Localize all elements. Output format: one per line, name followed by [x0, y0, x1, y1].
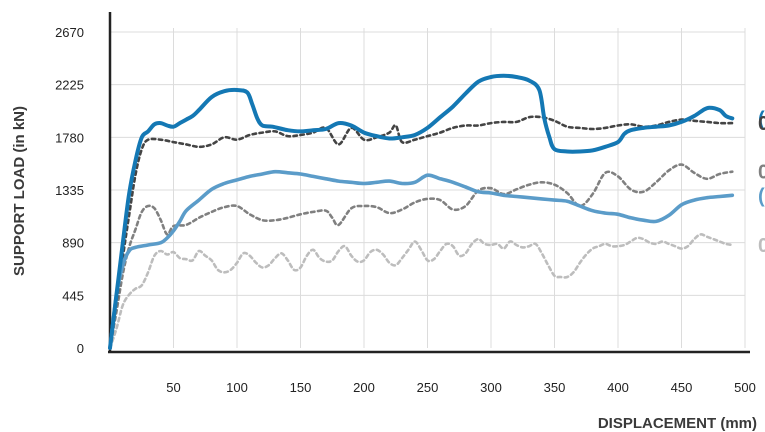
- x-tick-label: 200: [353, 380, 375, 395]
- x-tick-label: 500: [734, 380, 756, 395]
- y-tick-label: 1335: [55, 183, 84, 198]
- x-tick-label: 300: [480, 380, 502, 395]
- series-lines: [108, 73, 735, 350]
- y-tick-label: 2225: [55, 78, 84, 93]
- y-tick-labels: 0 445 890 1335 1780 2225 2670: [55, 25, 84, 356]
- x-tick-label: 100: [226, 380, 248, 395]
- x-tick-labels: 50 100 150 200 250 300 350 400 450 500: [166, 380, 756, 395]
- grid-lines: [110, 28, 746, 348]
- y-tick-label: 445: [62, 288, 84, 303]
- x-axis-title: DISPLACEMENT (mm): [598, 415, 757, 432]
- legend-marker-3: (: [758, 185, 765, 207]
- legend-marker-5: 0: [758, 235, 765, 257]
- legend-marker-1: (: [758, 108, 765, 130]
- y-tick-label: 890: [62, 236, 84, 251]
- series-line-3: [108, 169, 735, 350]
- series-line-5: [108, 233, 734, 350]
- y-tick-label: 1780: [55, 130, 84, 145]
- y-tick-label: 2670: [55, 25, 84, 40]
- x-tick-label: 150: [290, 380, 312, 395]
- x-tick-label: 50: [166, 380, 180, 395]
- x-tick-label: 450: [671, 380, 693, 395]
- series-line-4: [108, 163, 734, 350]
- y-axis-title: SUPPORT LOAD (in kN): [11, 106, 28, 276]
- legend-marker-4: 0: [758, 162, 765, 184]
- x-tick-label: 350: [544, 380, 566, 395]
- y-tick-label: 0: [77, 341, 84, 356]
- series-line-1: [108, 73, 735, 350]
- legend-marker-2: 0: [758, 113, 765, 135]
- x-tick-label: 400: [607, 380, 629, 395]
- series-line-2: [108, 115, 734, 350]
- legend: (0(00: [758, 108, 765, 257]
- x-tick-label: 250: [417, 380, 439, 395]
